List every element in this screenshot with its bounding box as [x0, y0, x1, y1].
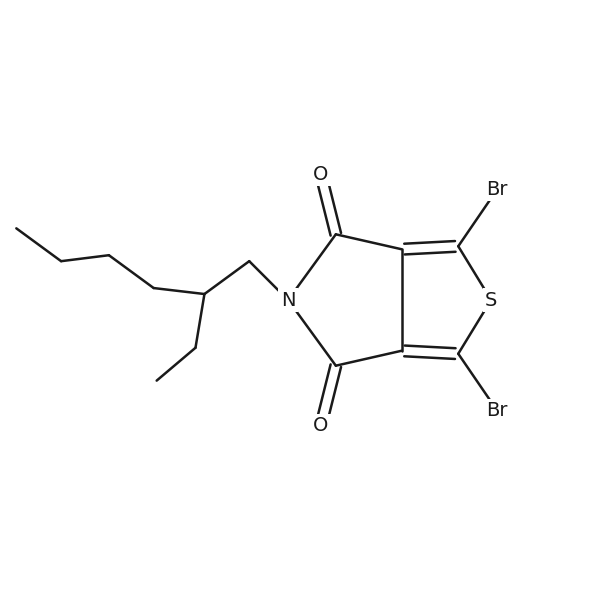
Text: N: N: [281, 290, 295, 310]
Text: Br: Br: [487, 401, 508, 420]
Text: S: S: [485, 290, 497, 310]
Text: O: O: [313, 416, 329, 435]
Text: Br: Br: [487, 180, 508, 199]
Text: O: O: [313, 165, 329, 184]
